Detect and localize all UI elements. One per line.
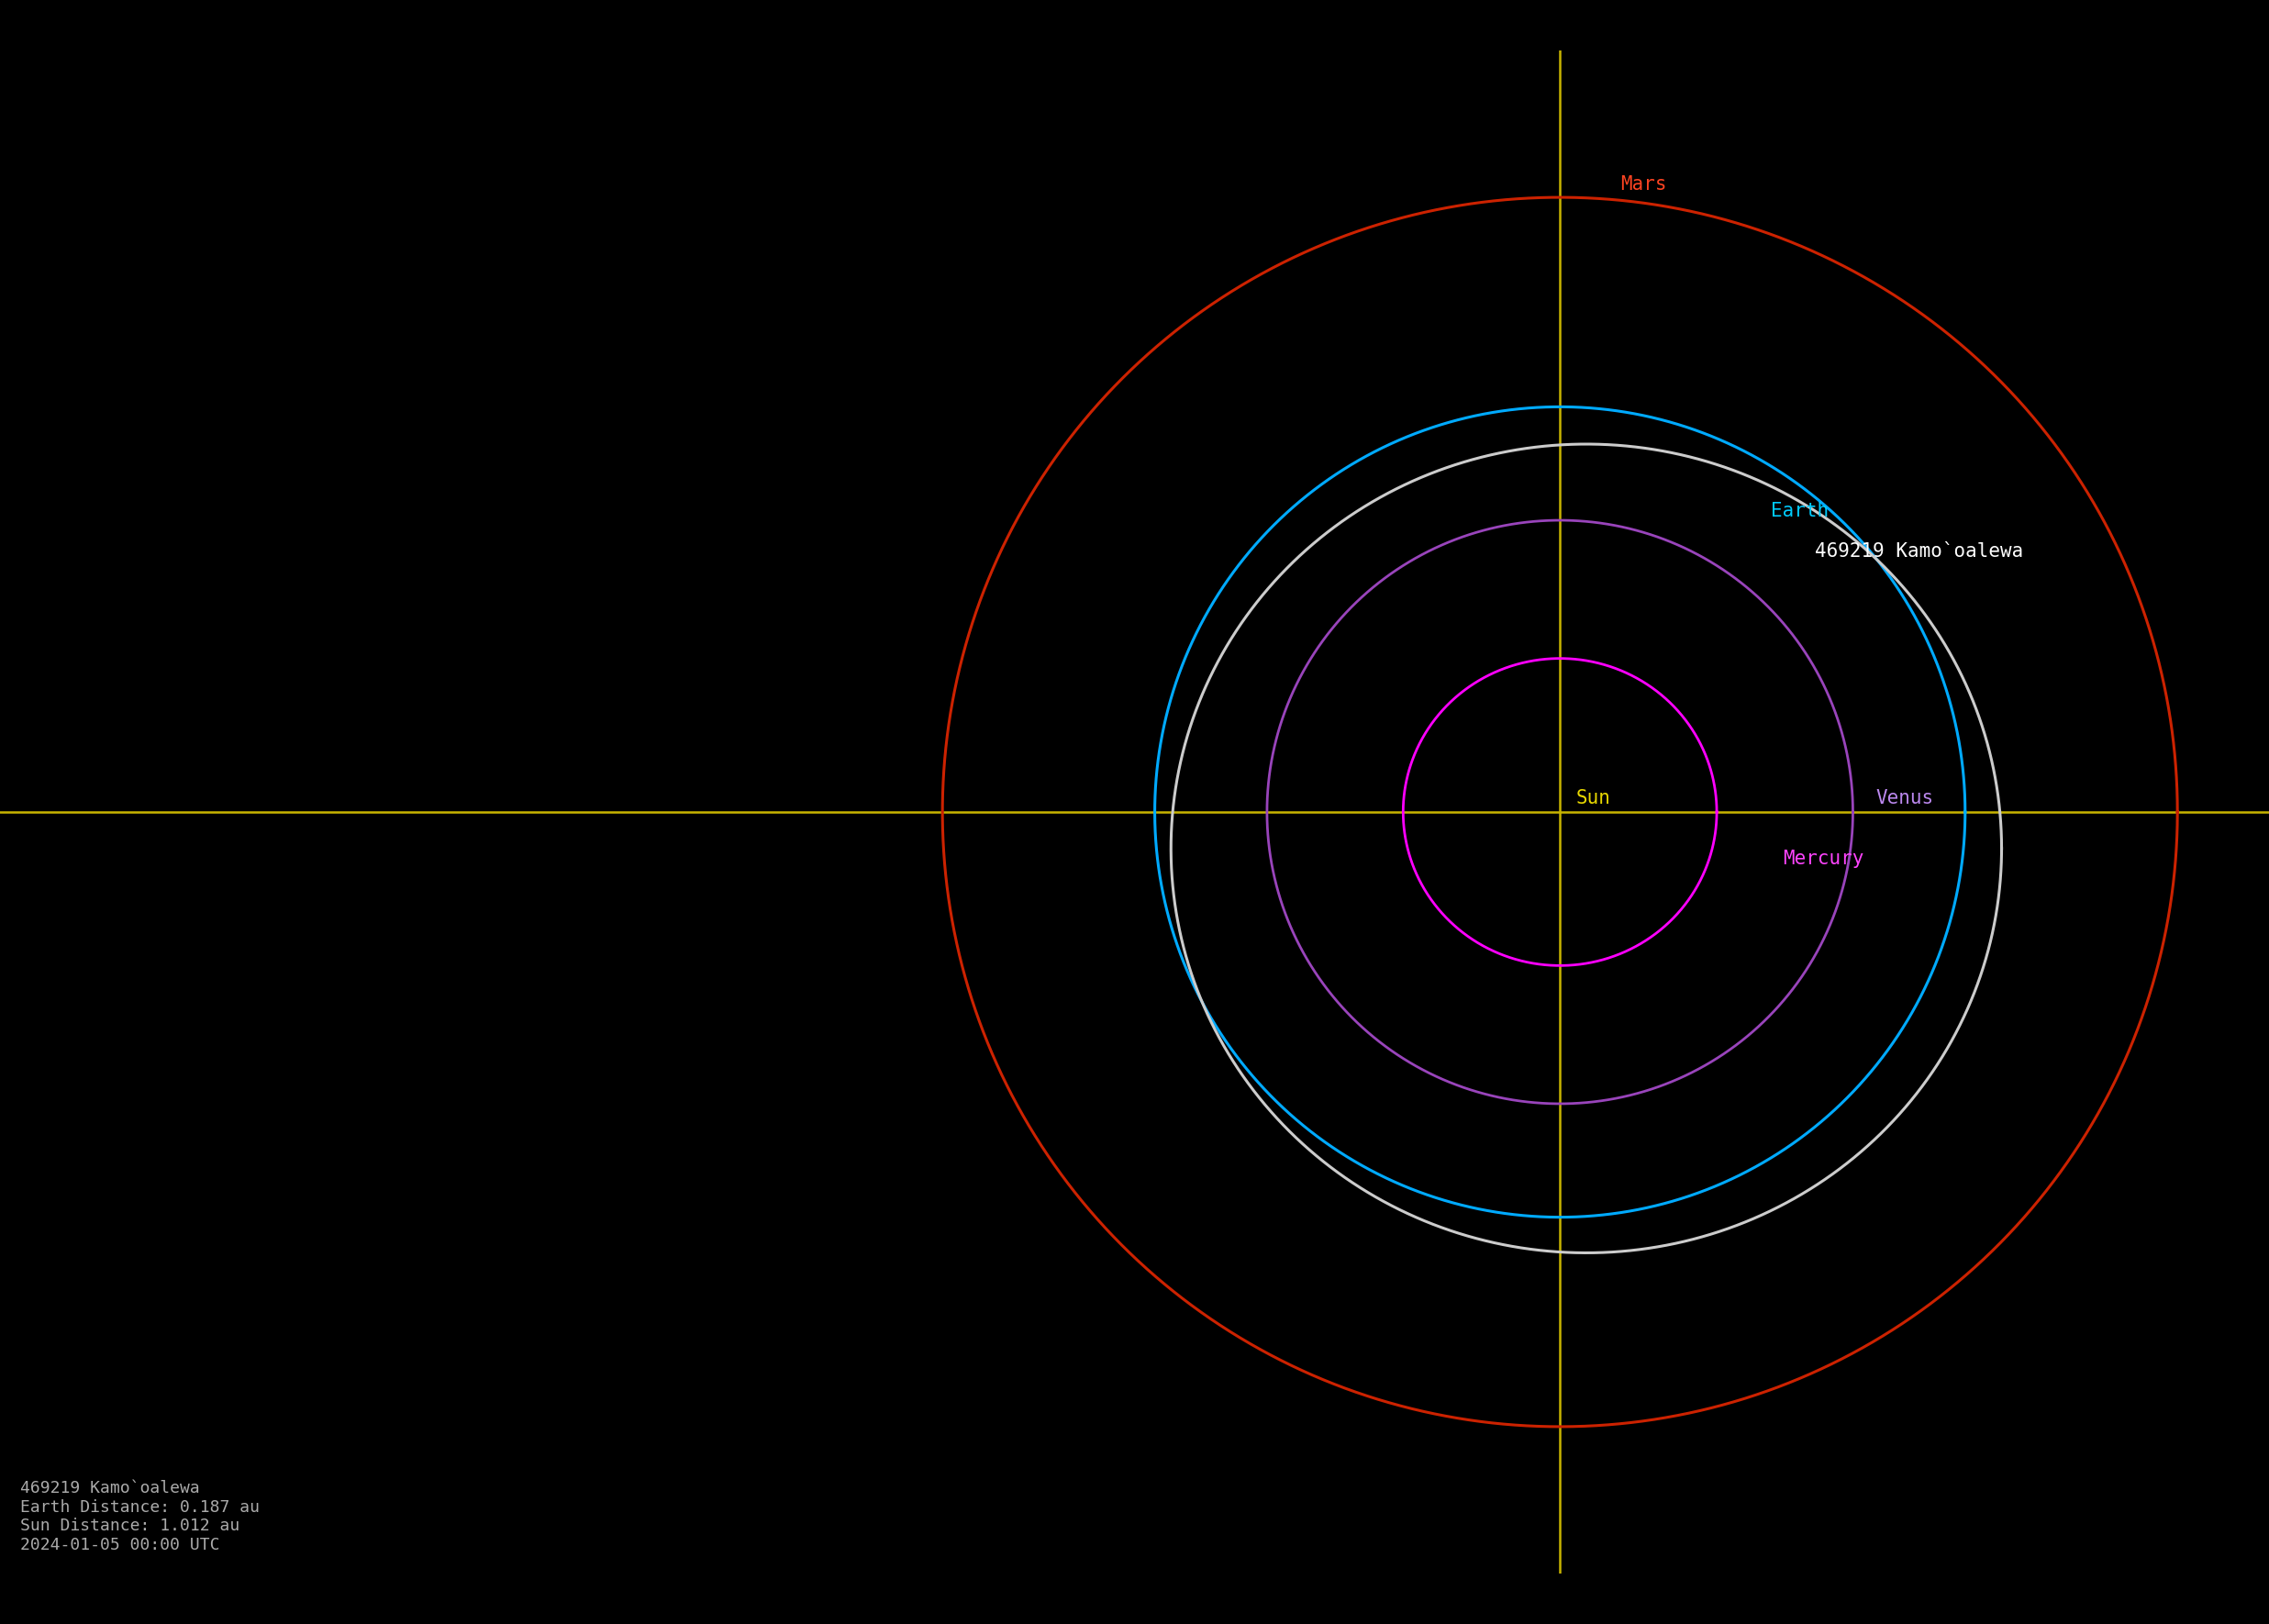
Text: 469219 Kamo`oalewa
Earth Distance: 0.187 au
Sun Distance: 1.012 au
2024-01-05 00: 469219 Kamo`oalewa Earth Distance: 0.187…	[20, 1479, 259, 1554]
Text: Mercury: Mercury	[1783, 849, 1863, 869]
Text: Sun: Sun	[1577, 789, 1611, 807]
Text: 469219 Kamo`oalewa: 469219 Kamo`oalewa	[1815, 542, 2024, 560]
Text: Earth: Earth	[1770, 502, 1829, 520]
Text: Mars: Mars	[1620, 175, 1668, 193]
Text: Venus: Venus	[1876, 789, 1933, 807]
